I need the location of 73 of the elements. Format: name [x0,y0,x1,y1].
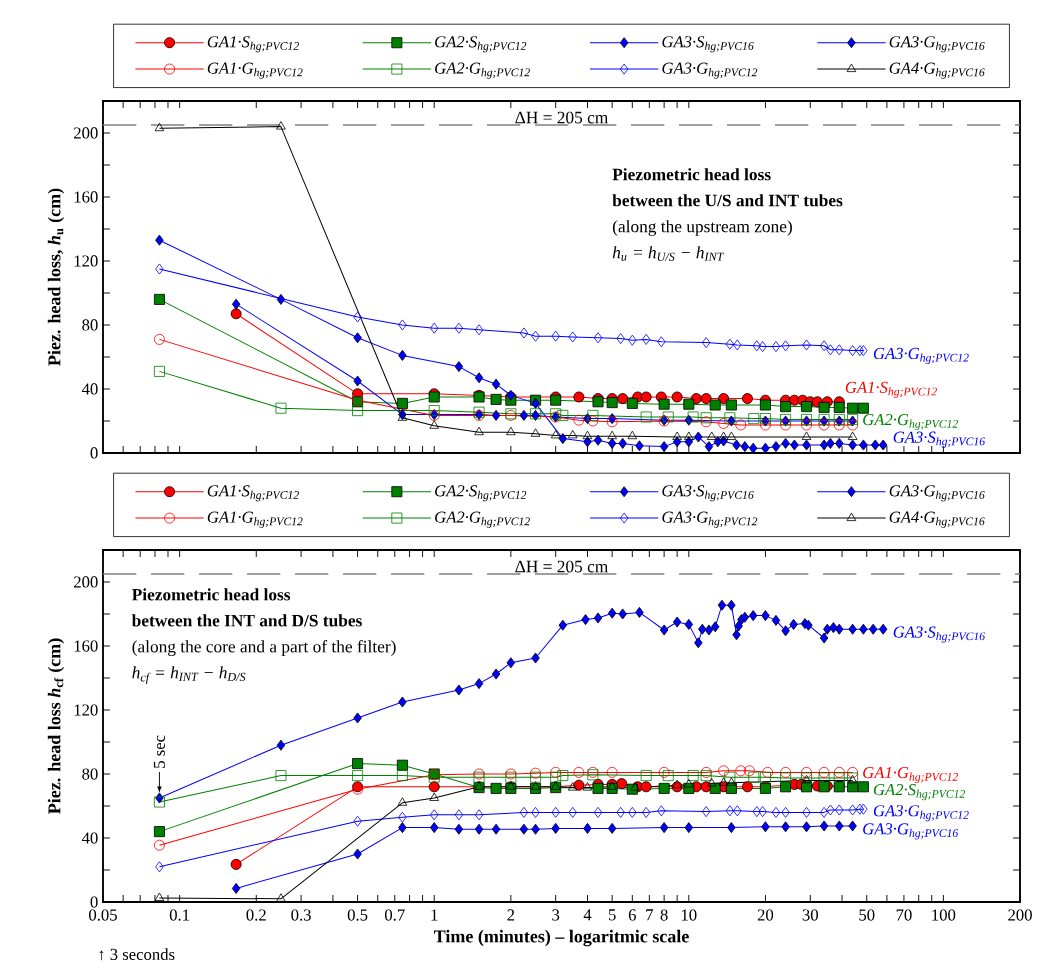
y-tick-label: 200 [74,576,98,588]
y-tick-label: 160 [74,191,98,203]
ref-line-label: ΔH = 205 cm [515,560,609,573]
legend-label: GA3·G$_{hg;PVC12}$ [662,511,758,528]
y-tick-label: 120 [74,255,98,267]
x-tick-label: 6 [628,909,636,921]
annotation: h$_{u}$ = h$_{U/S}$ − h$_{INT}$ [612,246,725,261]
x-tick-label: 70 [896,909,912,921]
annotation: (along the upstream zone) [612,220,792,236]
annotation: between the INT and D/S tubes [131,614,362,627]
x-axis-title: Time (minutes) – logaritmic scale [433,929,689,947]
annotation: GA3·G$_{hg;PVC12}$ [873,805,969,822]
y-tick-label: 40 [81,383,98,395]
y-tick-label: 120 [74,704,98,716]
annotation: (along the core and a part of the filter) [132,640,396,657]
y-tick-label: 40 [81,832,98,844]
x-tick-label: 7 [646,909,654,921]
x-tick-label: 2 [507,909,515,921]
x-tick-label: 0.7 [384,909,405,921]
legend-label: GA2·S$_{hg;PVC12}$ [435,485,527,502]
y-tick-label: 80 [82,319,98,331]
annotation: GA2·S$_{hg;PVC12}$ [873,784,966,801]
x-tick-label: 8 [660,909,668,921]
legend-label: GA2·S$_{hg;PVC12}$ [435,36,527,53]
legend-label: GA3·G$_{hg;PVC16}$ [889,485,985,502]
legend-label: GA3·S$_{hg;PVC16}$ [662,485,754,502]
text: ↑ 3 seconds [99,948,175,961]
x-tick-label: 200 [1008,909,1032,921]
x-tick-label: 100 [932,909,956,921]
legend-label: GA3·G$_{hg;PVC12}$ [662,62,758,79]
y-axis-title: Piez. head loss h$_{cf}$ (cm) [47,638,65,814]
legend-label: GA4·G$_{hg;PVC16}$ [889,511,985,528]
x-tick-label: 10 [681,909,697,921]
legend-label: GA2·G$_{hg;PVC12}$ [435,511,530,528]
legend-label: GA3·G$_{hg;PVC16}$ [889,36,985,53]
x-tick-label: 0.3 [291,909,311,921]
x-tick-label: 1 [431,909,438,921]
x-tick-label: 20 [757,909,774,921]
annotation: GA3·G$_{hg;PVC12}$ [873,347,969,364]
ref-line-label: ΔH = 205 cm [515,111,609,124]
x-tick-label: 5 [608,909,616,921]
y-tick-label: 80 [82,768,98,780]
annotation: GA1·G$_{hg;PVC12}$ [863,767,958,784]
x-tick-label: 4 [583,909,592,921]
annotation: GA2·G$_{hg;PVC12}$ [863,414,958,431]
y-axis-title: Piez. head loss, h$_{u}$ (cm) [47,188,65,366]
legend-label: GA2·G$_{hg;PVC12}$ [435,62,530,79]
x-tick-label: 0.2 [246,909,266,921]
annotation: GA3·G$_{hg;PVC16}$ [863,823,959,840]
annotation: GA1·S$_{hg;PVC12}$ [845,381,937,398]
x-tick-label: 0.1 [169,909,190,921]
annotation: Piezometric head loss [612,168,771,181]
legend-label: GA1·G$_{hg;PVC12}$ [207,62,303,79]
legend-label: GA1·S$_{hg;PVC12}$ [207,485,299,502]
annotation: GA3·S$_{hg;PVC16}$ [893,626,985,643]
annotation: GA3·S$_{hg;PVC16}$ [893,431,985,448]
x-tick-label: 0.5 [347,909,368,921]
annotation: 5 sec [153,735,165,768]
y-tick-label: 0 [90,896,98,908]
legend-label: GA3·S$_{hg;PVC16}$ [662,36,754,53]
annotation: h$_{cf}$ = h$_{INT}$ − h$_{D/S}$ [132,666,246,684]
legend-label: GA4·G$_{hg;PVC16}$ [889,62,985,79]
x-tick-label: 0.05 [89,909,117,921]
y-tick-label: 160 [74,640,98,652]
y-tick-label: 200 [74,127,98,139]
x-tick-label: 30 [802,909,818,921]
annotation: between the U/S and INT tubes [612,194,843,207]
annotation: Piezometric head loss [131,588,291,601]
legend-label: GA1·G$_{hg;PVC12}$ [207,511,303,528]
legend-label: GA1·S$_{hg;PVC12}$ [207,36,299,53]
x-tick-label: 50 [859,909,875,921]
x-tick-label: 3 [552,909,560,921]
y-tick-label: 0 [90,447,98,459]
